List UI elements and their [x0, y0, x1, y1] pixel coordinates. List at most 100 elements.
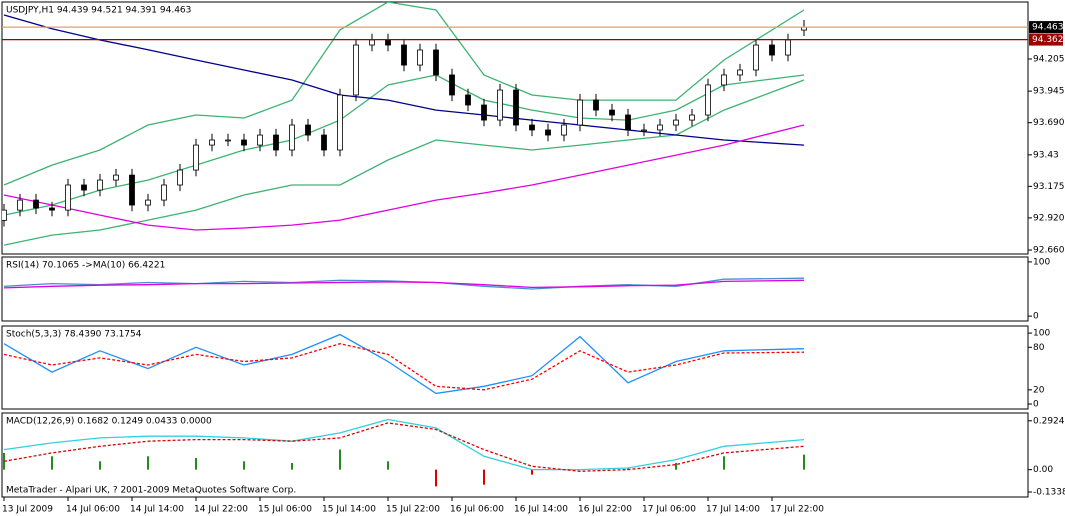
x-tick-label: 16 Jul 14:00 [514, 505, 568, 515]
y-tick-label: 92.660 [1033, 246, 1065, 256]
candle-body [353, 44, 359, 96]
candle-body [625, 114, 631, 131]
candle-body [49, 207, 55, 211]
candle-body [257, 134, 263, 146]
candle-body [161, 184, 167, 201]
candle-body [529, 124, 535, 131]
y-tick-label: 0.00 [1033, 465, 1053, 475]
indicator-line [3, 418, 805, 471]
candle-body [785, 39, 791, 56]
y-tick-label: 0 [1033, 400, 1039, 410]
panel-title: RSI(14) 70.1065 ->MA(10) 66.4221 [6, 261, 165, 271]
indicator-line [3, 343, 805, 391]
candle-body [65, 184, 71, 211]
candle-body [417, 49, 423, 66]
candle-body [449, 74, 455, 96]
indicator-line [3, 79, 805, 246]
plot-area [3, 333, 805, 395]
y-tick-label: 94.205 [1033, 55, 1065, 65]
panel-frame [1, 325, 1029, 410]
candle-body [545, 129, 551, 136]
candle-body [113, 174, 119, 181]
candle-body [273, 134, 279, 151]
x-tick-label: 15 Jul 22:00 [386, 505, 440, 515]
candle-body [401, 44, 407, 66]
y-tick-label: 93.690 [1033, 118, 1065, 128]
price-label: 94.463 [1032, 23, 1064, 33]
x-tick-label: 15 Jul 06:00 [258, 505, 312, 515]
candle-body [193, 144, 199, 171]
candle-body [385, 39, 391, 46]
y-tick-label: 0.2924 [1033, 416, 1065, 426]
plot-area [2, 2, 807, 246]
candle-body [433, 49, 439, 76]
y-tick-label: 93.175 [1033, 182, 1065, 192]
x-tick-label: 16 Jul 06:00 [450, 505, 504, 515]
candle-body [673, 119, 679, 126]
candle-body [721, 74, 727, 86]
panel-frame [1, 1, 1029, 255]
candle-body [577, 99, 583, 126]
plot-area [3, 418, 805, 487]
candle-body [689, 114, 695, 121]
y-tick-label: -0.1338 [1033, 488, 1065, 498]
candle-body [753, 44, 759, 71]
y-tick-label: 0 [1033, 312, 1039, 322]
candle-body [737, 69, 743, 76]
indicator-line [3, 279, 805, 289]
candle-body [561, 124, 567, 136]
y-tick-label: 20 [1033, 385, 1045, 395]
y-tick-label: 93.945 [1033, 87, 1065, 97]
candle-body [337, 94, 343, 151]
footer: MetaTrader - Alpari UK, ? 2001-2009 Meta… [6, 486, 296, 496]
candle-body [305, 124, 311, 136]
candle-body [657, 124, 663, 131]
panel-title: USDJPY,H1 94.439 94.521 94.391 94.463 [6, 6, 191, 16]
candle-body [593, 99, 599, 111]
y-tick-label: 100 [1033, 257, 1050, 267]
panel-frame [1, 256, 1029, 322]
indicator-line [3, 422, 805, 472]
x-tick-label: 17 Jul 14:00 [706, 505, 760, 515]
candle-body [465, 94, 471, 106]
panel-frame [1, 412, 1029, 498]
candle-body [609, 109, 615, 116]
x-tick-label: 14 Jul 22:00 [194, 505, 248, 515]
candle-body [81, 184, 87, 191]
candle-body [129, 174, 135, 206]
y-tick-label: 80 [1033, 343, 1045, 353]
candle-body [369, 39, 375, 46]
indicator-line [3, 2, 805, 186]
x-tick-label: 14 Jul 06:00 [66, 505, 120, 515]
x-tick-label: 17 Jul 06:00 [642, 505, 696, 515]
candle-body [33, 199, 39, 209]
candle-body [225, 139, 231, 142]
candle-body [513, 89, 519, 126]
price-label: 94.362 [1032, 35, 1064, 45]
panel-title: Stoch(5,3,3) 78.4390 73.1754 [6, 330, 142, 340]
candle-body [705, 84, 711, 116]
plot-area [3, 277, 805, 290]
panel-title: MACD(12,26,9) 0.1682 0.1249 0.0433 0.000… [6, 417, 212, 427]
price-label-box [1029, 33, 1063, 46]
candle-body [289, 124, 295, 151]
y-tick-label: 92.920 [1033, 213, 1065, 223]
candle-body [769, 44, 775, 56]
price-label-box [1029, 21, 1063, 34]
candle-body [641, 129, 647, 132]
x-tick-label: 14 Jul 14:00 [130, 505, 184, 515]
x-tick-label: 15 Jul 14:00 [322, 505, 376, 515]
x-tick-label: 17 Jul 22:00 [770, 505, 824, 515]
candle-body [145, 199, 151, 206]
candle-body [321, 134, 327, 151]
candle-body [17, 199, 23, 211]
candle-body [177, 169, 183, 186]
indicator-line [3, 124, 805, 231]
y-tick-label: 100 [1033, 329, 1050, 339]
candle-body [2, 209, 7, 221]
candle-body [241, 139, 247, 146]
candle-body [497, 89, 503, 121]
candle-body [209, 139, 215, 146]
